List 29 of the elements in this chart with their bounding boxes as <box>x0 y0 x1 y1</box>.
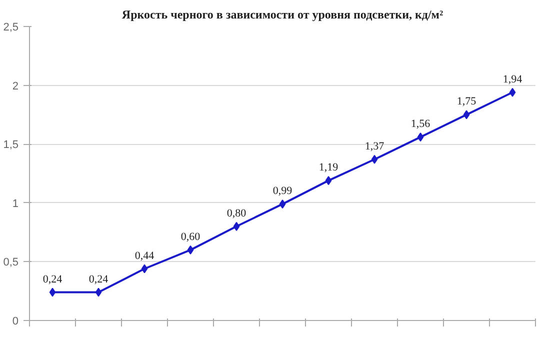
data-label: 0,44 <box>134 250 155 262</box>
point <box>95 288 102 297</box>
y-tick-label: 2 <box>12 80 19 92</box>
point <box>141 264 148 274</box>
point <box>509 88 516 97</box>
point <box>187 245 194 254</box>
point <box>463 110 470 120</box>
data-label: 0,99 <box>272 185 293 198</box>
data-label: 1,37 <box>364 140 385 152</box>
data-label: 0,60 <box>180 230 201 243</box>
data-label: 1,94 <box>502 73 523 86</box>
y-tick-label: 0,5 <box>3 256 19 269</box>
data-label: 1,75 <box>456 96 477 108</box>
point <box>49 288 56 297</box>
point <box>279 200 286 209</box>
y-tick-label: 0 <box>12 316 19 328</box>
point <box>371 154 378 164</box>
point <box>233 222 240 231</box>
y-tick-label: 2,5 <box>3 22 19 34</box>
data-label: 0,24 <box>88 273 109 286</box>
data-label: 1,19 <box>318 162 339 174</box>
y-tick-label: 1 <box>12 198 19 210</box>
data-label: 1,56 <box>410 118 431 130</box>
y-tick-label: 1,5 <box>3 139 19 152</box>
point <box>325 176 332 186</box>
point <box>417 132 424 142</box>
data-label: 0,24 <box>42 273 63 286</box>
data-label: 0,80 <box>226 207 247 220</box>
chart-title: Яркость черного в зависимости от уровня подсветки, кд/м² <box>122 8 444 22</box>
